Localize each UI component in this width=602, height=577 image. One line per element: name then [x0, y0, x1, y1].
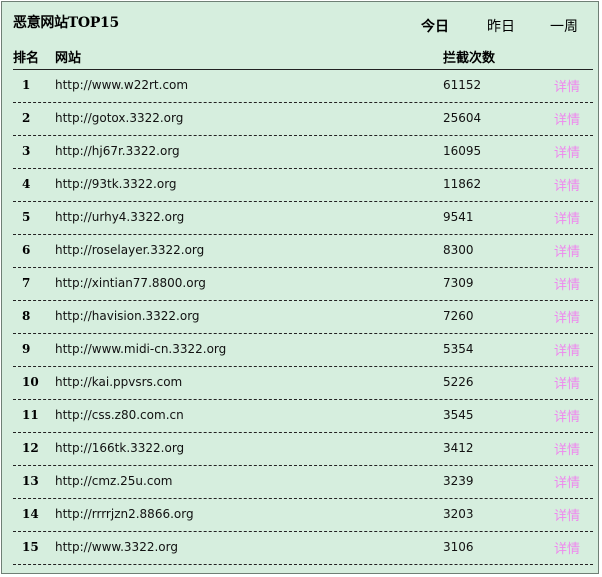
row-rank: 3 — [22, 144, 31, 158]
row-block-count: 3545 — [443, 408, 474, 422]
row-url: http://93tk.3322.org — [55, 177, 177, 191]
row-rank: 9 — [22, 342, 31, 356]
period-tabs: 今日 昨日 一周 — [2, 16, 598, 36]
row-detail-link[interactable]: 详情 — [553, 542, 580, 557]
row-block-count: 25604 — [443, 111, 482, 125]
row-block-count: 11862 — [443, 177, 482, 191]
row-detail-link[interactable]: 详情 — [553, 179, 580, 194]
row-block-count: 5226 — [443, 375, 474, 389]
row-detail-link[interactable]: 详情 — [553, 377, 580, 392]
tab-yesterday[interactable]: 昨日 — [487, 19, 515, 35]
table-row: 4 http://93tk.3322.org 11862 详情 — [13, 169, 593, 202]
table-row: 13 http://cmz.25u.com 3239 详情 — [13, 466, 593, 499]
header-site: 网站 — [55, 51, 82, 66]
table-row: 8 http://havision.3322.org 7260 详情 — [13, 301, 593, 334]
row-block-count: 7260 — [443, 309, 474, 323]
table-row: 6 http://roselayer.3322.org 8300 详情 — [13, 235, 593, 268]
row-url: http://www.w22rt.com — [55, 78, 189, 92]
table-row: 5 http://urhy4.3322.org 9541 详情 — [13, 202, 593, 235]
row-rank: 7 — [22, 276, 31, 290]
table-row: 14 http://rrrrjzn2.8866.org 3203 详情 — [13, 499, 593, 532]
row-detail-link[interactable]: 详情 — [553, 113, 580, 128]
table-row: 7 http://xintian77.8800.org 7309 详情 — [13, 268, 593, 301]
row-block-count: 5354 — [443, 342, 474, 356]
row-detail-link[interactable]: 详情 — [553, 212, 580, 227]
row-detail-link[interactable]: 详情 — [553, 245, 580, 260]
row-url: http://xintian77.8800.org — [55, 276, 206, 290]
row-url: http://roselayer.3322.org — [55, 243, 205, 257]
row-url: http://rrrrjzn2.8866.org — [55, 507, 194, 521]
row-block-count: 3106 — [443, 540, 474, 554]
row-rank: 10 — [22, 375, 39, 389]
row-url: http://cmz.25u.com — [55, 474, 173, 488]
row-rank: 6 — [22, 243, 31, 257]
table-header: 排名 网站 拦截次数 — [13, 46, 593, 70]
tab-today[interactable]: 今日 — [421, 19, 449, 35]
table-row: 9 http://www.midi-cn.3322.org 5354 详情 — [13, 334, 593, 367]
row-rank: 15 — [22, 540, 39, 554]
row-url: http://gotox.3322.org — [55, 111, 184, 125]
table-body: 1 http://www.w22rt.com 61152 详情 2 http://goto… — [13, 70, 593, 565]
row-block-count: 7309 — [443, 276, 474, 290]
row-url: http://kai.ppvsrs.com — [55, 375, 183, 389]
row-url: http://166tk.3322.org — [55, 441, 185, 455]
row-url: http://www.3322.org — [55, 540, 178, 554]
table-row: 12 http://166tk.3322.org 3412 详情 — [13, 433, 593, 466]
table-row: 2 http://gotox.3322.org 25604 详情 — [13, 103, 593, 136]
row-rank: 13 — [22, 474, 39, 488]
row-detail-link[interactable]: 详情 — [553, 476, 580, 491]
table-row: 15 http://www.3322.org 3106 详情 — [13, 532, 593, 565]
row-rank: 5 — [22, 210, 31, 224]
row-block-count: 3203 — [443, 507, 474, 521]
row-rank: 11 — [22, 408, 39, 422]
row-detail-link[interactable]: 详情 — [553, 80, 580, 95]
row-url: http://urhy4.3322.org — [55, 210, 185, 224]
row-block-count: 9541 — [443, 210, 474, 224]
row-rank: 12 — [22, 441, 39, 455]
row-url: http://havision.3322.org — [55, 309, 200, 323]
row-rank: 8 — [22, 309, 31, 323]
header-rank: 排名 — [13, 51, 40, 66]
row-url: http://css.z80.com.cn — [55, 408, 184, 422]
row-rank: 14 — [22, 507, 39, 521]
row-detail-link[interactable]: 详情 — [553, 146, 580, 161]
row-detail-link[interactable]: 详情 — [553, 443, 580, 458]
table-row: 11 http://css.z80.com.cn 3545 详情 — [13, 400, 593, 433]
row-url: http://hj67r.3322.org — [55, 144, 180, 158]
row-rank: 4 — [22, 177, 31, 191]
row-detail-link[interactable]: 详情 — [553, 509, 580, 524]
row-rank: 1 — [22, 78, 31, 92]
row-detail-link[interactable]: 详情 — [553, 410, 580, 425]
row-block-count: 3412 — [443, 441, 474, 455]
tab-week[interactable]: 一周 — [550, 19, 578, 35]
row-detail-link[interactable]: 详情 — [553, 344, 580, 359]
table-row: 1 http://www.w22rt.com 61152 详情 — [13, 70, 593, 103]
row-block-count: 8300 — [443, 243, 474, 257]
table-row: 10 http://kai.ppvsrs.com 5226 详情 — [13, 367, 593, 400]
row-detail-link[interactable]: 详情 — [553, 311, 580, 326]
table-row: 3 http://hj67r.3322.org 16095 详情 — [13, 136, 593, 169]
panel-title: 恶意网站TOP15 — [13, 15, 119, 31]
row-block-count: 61152 — [443, 78, 482, 92]
row-rank: 2 — [22, 111, 31, 125]
header-count: 拦截次数 — [443, 51, 496, 66]
row-detail-link[interactable]: 详情 — [553, 278, 580, 293]
row-url: http://www.midi-cn.3322.org — [55, 342, 227, 356]
row-block-count: 16095 — [443, 144, 482, 158]
row-block-count: 3239 — [443, 474, 474, 488]
